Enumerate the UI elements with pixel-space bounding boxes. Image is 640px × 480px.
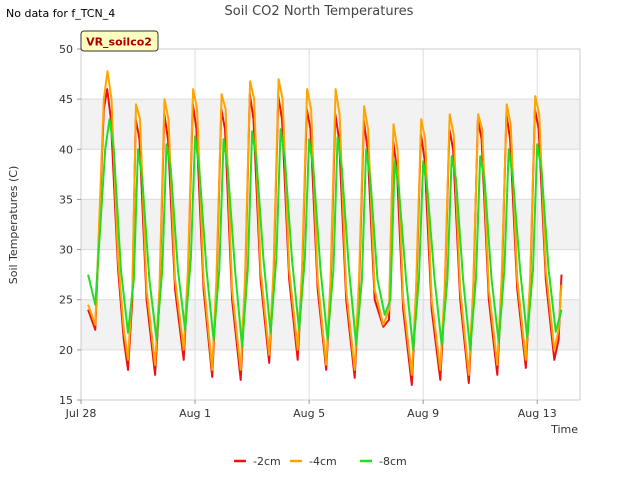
y-tick-label: 40: [59, 143, 73, 156]
site-label: VR_soilco2: [86, 36, 152, 49]
series-lines: [87, 70, 563, 386]
site-label-box: VR_soilco2: [80, 30, 159, 52]
legend-label: -4cm: [309, 455, 337, 468]
y-tick-label: 15: [59, 394, 73, 407]
legend-label: -2cm: [253, 455, 281, 468]
y-tick-label: 25: [59, 294, 73, 307]
y-tick-label: 45: [59, 93, 73, 106]
x-tick-label: Aug 5: [293, 407, 325, 420]
y-tick-label: 20: [59, 344, 73, 357]
x-axis-label: Time: [550, 423, 578, 436]
legend: -2cm -4cm -8cm: [234, 455, 407, 468]
y-axis-label: Soil Temperatures (C): [7, 166, 20, 285]
x-tick-label: Aug 13: [518, 407, 557, 420]
axes: 15 20 25 30 35 40 45 50 Jul 28 Aug 1 Aug 5 Aug 9 Aug…: [59, 43, 581, 420]
x-tick-label: Aug 1: [179, 407, 211, 420]
chart-title: Soil CO2 North Temperatures: [225, 4, 414, 19]
plot-frame: [80, 48, 581, 401]
series-line--4cm: [87, 70, 563, 376]
no-data-note: No data for f_TCN_4: [6, 7, 116, 20]
x-tick-label: Jul 28: [65, 407, 97, 420]
legend-label: -8cm: [379, 455, 407, 468]
y-tick-label: 50: [59, 43, 73, 56]
x-tick-label: Aug 9: [407, 407, 439, 420]
y-tick-label: 35: [59, 193, 73, 206]
series-line--8cm: [87, 118, 563, 351]
y-tick-label: 30: [59, 244, 73, 257]
